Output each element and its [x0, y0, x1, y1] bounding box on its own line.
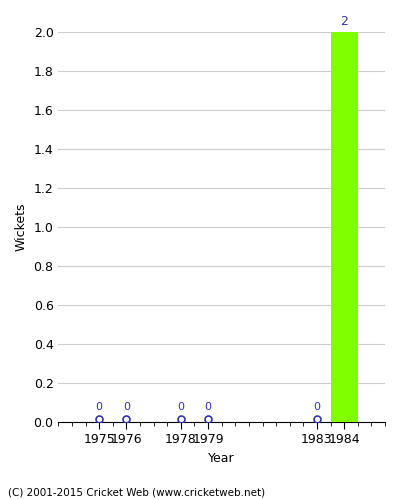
Text: (C) 2001-2015 Cricket Web (www.cricketweb.net): (C) 2001-2015 Cricket Web (www.cricketwe… [8, 488, 265, 498]
Text: 0: 0 [177, 402, 184, 412]
Bar [330, 32, 358, 421]
Text: 0: 0 [123, 402, 130, 412]
Text: 0: 0 [205, 402, 212, 412]
Text: 0: 0 [96, 402, 103, 412]
Text: 0: 0 [314, 402, 320, 412]
Y-axis label: Wickets: Wickets [15, 202, 28, 251]
X-axis label: Year: Year [208, 452, 235, 465]
Text: 2: 2 [340, 15, 348, 28]
